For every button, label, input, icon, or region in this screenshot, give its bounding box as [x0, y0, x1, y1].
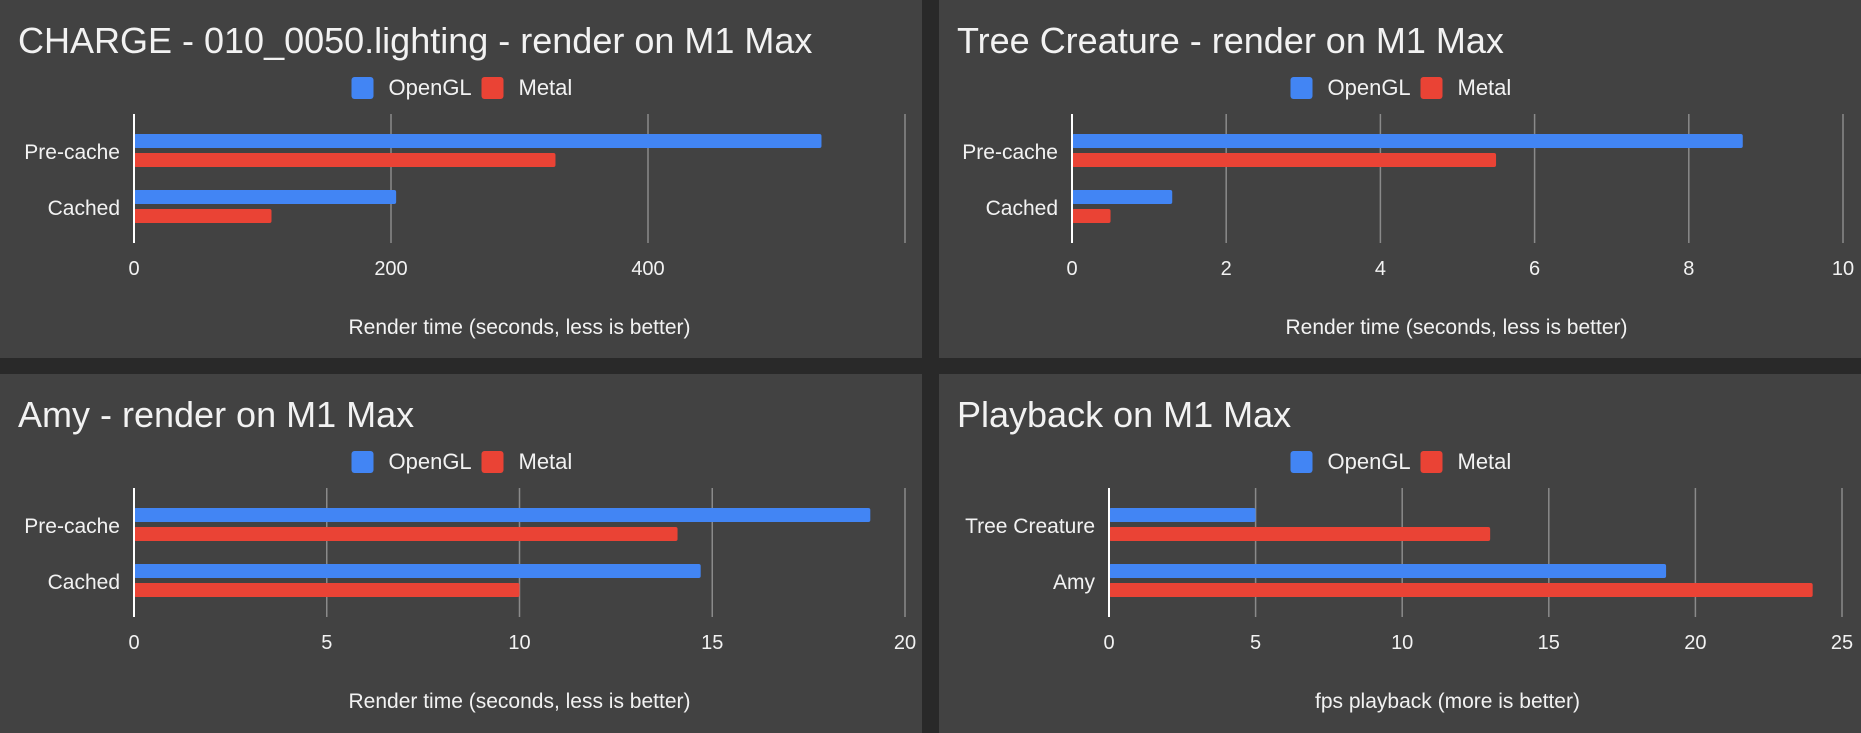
tick-label-0: 0 — [1103, 632, 1114, 654]
tick-label-20: 20 — [1684, 632, 1706, 654]
legend-swatch-metal — [481, 77, 504, 99]
chart-amy: Amy - render on M1 Max OpenGL Metal Pre-cac… — [18, 394, 916, 713]
category-label-cached: Cached — [48, 197, 120, 220]
legend-swatch-metal — [1420, 451, 1443, 473]
tick-label-10: 10 — [1391, 632, 1413, 654]
tick-label-8: 8 — [1683, 258, 1694, 280]
x-axis-title: Render time (seconds, less is better) — [1286, 316, 1628, 339]
bar-cached-opengl — [134, 564, 701, 578]
tick-label-15: 15 — [701, 632, 723, 654]
chart-title: Tree Creature - render on M1 Max — [957, 20, 1504, 61]
legend-label-metal: Metal — [1458, 449, 1512, 474]
category-label-pre-cache: Pre-cache — [24, 515, 120, 538]
chart-panel-tree-creature: Tree Creature - render on M1 Max OpenGL Me… — [939, 0, 1861, 358]
tick-label-10: 10 — [508, 632, 530, 654]
x-axis-title: Render time (seconds, less is better) — [349, 316, 691, 339]
bar-pre-cache-opengl — [134, 508, 871, 522]
category-label-cached: Cached — [986, 197, 1058, 220]
legend-swatch-opengl — [1290, 77, 1313, 99]
legend-label-metal: Metal — [519, 449, 573, 474]
chart-panel-amy: Amy - render on M1 Max OpenGL Metal Pre-cac… — [0, 374, 922, 733]
x-axis-title: fps playback (more is better) — [1315, 690, 1580, 713]
category-label-pre-cache: Pre-cache — [24, 141, 120, 164]
legend-swatch-opengl — [351, 451, 374, 473]
tick-label-0: 0 — [128, 258, 139, 280]
bar-tree-creature-metal — [1109, 527, 1491, 541]
tick-label-10: 10 — [1832, 258, 1854, 280]
bar-pre-cache-metal — [134, 153, 556, 167]
category-label-tree-creature: Tree Creature — [965, 515, 1095, 538]
chart-playback: Playback on M1 Max OpenGL Metal Tree Creatu… — [957, 394, 1853, 713]
bar-pre-cache-metal — [1072, 153, 1497, 167]
tick-label-15: 15 — [1538, 632, 1560, 654]
chart-title: CHARGE - 010_0050.lighting - render on M… — [18, 20, 812, 61]
bar-tree-creature-opengl — [1109, 508, 1256, 522]
chart-title: Playback on M1 Max — [957, 394, 1291, 435]
tick-label-2: 2 — [1221, 258, 1232, 280]
legend-label-opengl: OpenGL — [1328, 449, 1411, 474]
category-label-cached: Cached — [48, 571, 120, 594]
bar-cached-metal — [1072, 209, 1111, 223]
legend-label-opengl: OpenGL — [389, 449, 472, 474]
bar-cached-metal — [134, 583, 520, 597]
chart-panel-playback: Playback on M1 Max OpenGL Metal Tree Creatu… — [939, 374, 1861, 733]
legend-swatch-metal — [1420, 77, 1443, 99]
tick-label-0: 0 — [1066, 258, 1077, 280]
bar-cached-metal — [134, 209, 272, 223]
bar-amy-opengl — [1109, 564, 1667, 578]
tick-label-25: 25 — [1831, 632, 1853, 654]
bar-pre-cache-opengl — [134, 134, 822, 148]
category-label-amy: Amy — [1053, 571, 1096, 594]
tick-label-5: 5 — [321, 632, 332, 654]
tick-label-4: 4 — [1375, 258, 1386, 280]
bar-cached-opengl — [1072, 190, 1173, 204]
tick-label-200: 200 — [374, 258, 407, 280]
tick-label-5: 5 — [1250, 632, 1261, 654]
legend-label-metal: Metal — [1458, 75, 1512, 100]
chart-charge: CHARGE - 010_0050.lighting - render on M… — [18, 20, 906, 339]
bar-cached-opengl — [134, 190, 397, 204]
legend-label-metal: Metal — [519, 75, 573, 100]
tick-label-20: 20 — [894, 632, 916, 654]
bar-pre-cache-metal — [134, 527, 678, 541]
tick-label-400: 400 — [631, 258, 664, 280]
x-axis-title: Render time (seconds, less is better) — [349, 690, 691, 713]
tick-label-6: 6 — [1529, 258, 1540, 280]
chart-tree-creature: Tree Creature - render on M1 Max OpenGL Me… — [957, 20, 1854, 339]
legend-label-opengl: OpenGL — [389, 75, 472, 100]
chart-title: Amy - render on M1 Max — [18, 394, 414, 435]
category-label-pre-cache: Pre-cache — [962, 141, 1058, 164]
legend-swatch-opengl — [1290, 451, 1313, 473]
bar-pre-cache-opengl — [1072, 134, 1743, 148]
chart-panel-charge: CHARGE - 010_0050.lighting - render on M… — [0, 0, 922, 358]
tick-label-0: 0 — [128, 632, 139, 654]
legend-swatch-opengl — [351, 77, 374, 99]
legend-label-opengl: OpenGL — [1328, 75, 1411, 100]
bar-amy-metal — [1109, 583, 1813, 597]
legend-swatch-metal — [481, 451, 504, 473]
